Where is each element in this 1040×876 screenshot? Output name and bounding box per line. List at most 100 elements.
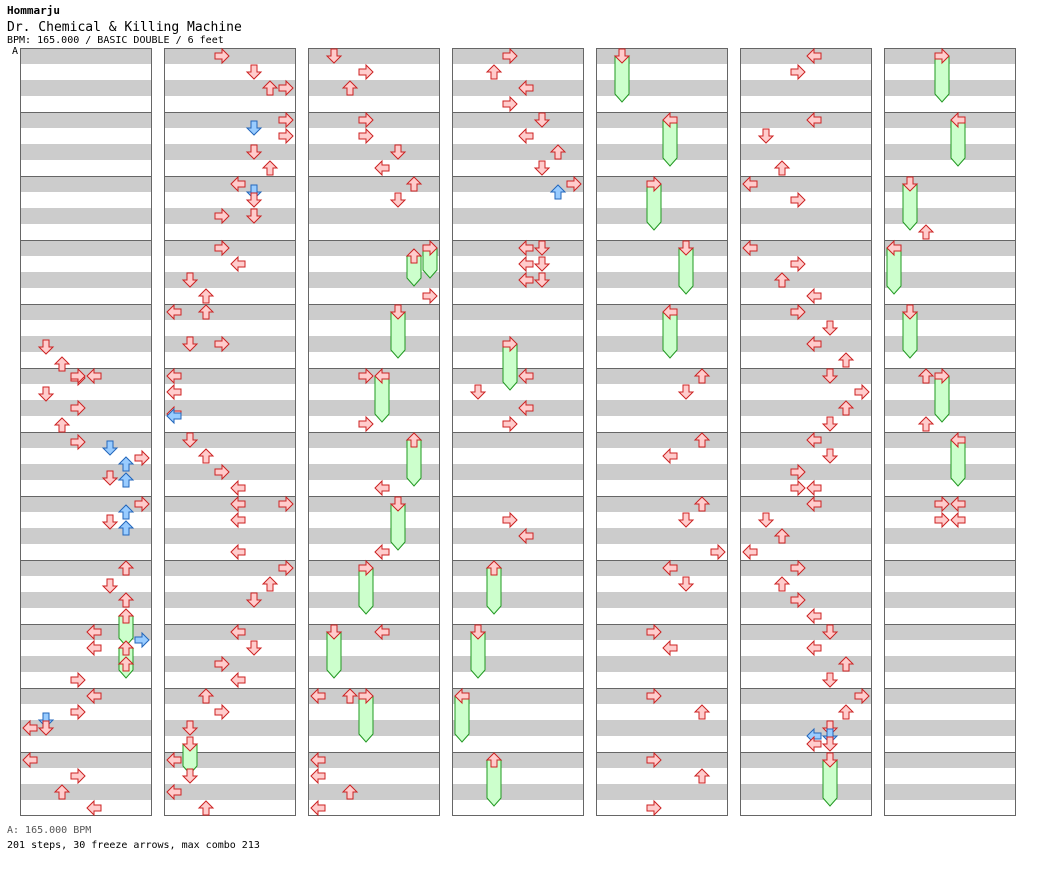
stripe-row	[308, 240, 440, 256]
stripe-row	[308, 192, 440, 208]
step-arrow	[358, 415, 374, 433]
stripe-row	[596, 256, 728, 272]
step-arrow	[310, 687, 326, 705]
stripe-row	[20, 192, 152, 208]
stripe-row	[596, 672, 728, 688]
stripe-row	[452, 752, 584, 768]
stripe-row	[596, 336, 728, 352]
step-arrow	[230, 175, 246, 193]
stripe-row	[452, 784, 584, 800]
step-arrow	[757, 128, 775, 144]
stripe-row	[884, 288, 1016, 304]
step-arrow	[166, 367, 182, 385]
step-arrow	[821, 624, 839, 640]
stripe-row	[740, 768, 872, 784]
stripe-row	[20, 272, 152, 288]
stripe-row	[308, 304, 440, 320]
stripe-row	[740, 736, 872, 752]
step-arrow	[790, 591, 806, 609]
stripe-row	[308, 752, 440, 768]
chart-column-3	[308, 48, 440, 816]
stripe-row	[308, 384, 440, 400]
step-arrow	[230, 623, 246, 641]
step-arrow	[230, 543, 246, 561]
step-arrow	[86, 799, 102, 817]
stripe-row	[596, 464, 728, 480]
step-arrow	[325, 48, 343, 64]
step-arrow	[245, 592, 263, 608]
stripe-row	[20, 320, 152, 336]
stripe-row	[884, 352, 1016, 368]
stripe-row	[884, 256, 1016, 272]
step-arrow	[485, 64, 503, 80]
step-arrow-eighth	[134, 631, 150, 649]
stripe-row	[884, 624, 1016, 640]
step-arrow	[181, 768, 199, 784]
step-arrow	[790, 559, 806, 577]
stripe-row	[20, 384, 152, 400]
stripe-row	[20, 704, 152, 720]
freeze-head-arrow	[950, 431, 966, 449]
stripe-row	[740, 144, 872, 160]
step-arrow	[790, 63, 806, 81]
stripe-row	[884, 512, 1016, 528]
freeze-head-arrow	[485, 752, 503, 768]
step-arrow	[693, 432, 711, 448]
freeze-head-arrow	[646, 175, 662, 193]
stripe-row	[164, 192, 296, 208]
chart-column-2	[164, 48, 296, 816]
stripe-row	[164, 176, 296, 192]
stripe-row	[596, 528, 728, 544]
step-arrow	[70, 703, 86, 721]
stripe-row	[740, 288, 872, 304]
stripe-row	[308, 64, 440, 80]
freeze-head-arrow	[454, 687, 470, 705]
step-arrow	[278, 495, 294, 513]
step-arrow	[646, 799, 662, 817]
stripe-row	[452, 304, 584, 320]
step-arrow	[806, 335, 822, 353]
stripe-row	[20, 240, 152, 256]
stripe-row	[596, 592, 728, 608]
stripe-row	[884, 672, 1016, 688]
stripe-row	[20, 80, 152, 96]
stripe-row	[596, 128, 728, 144]
freeze-head-arrow	[950, 111, 966, 129]
stripe-row	[308, 720, 440, 736]
chart-column-4	[452, 48, 584, 816]
step-arrow	[358, 63, 374, 81]
step-arrow	[677, 512, 695, 528]
step-arrow	[197, 688, 215, 704]
stripe-row	[452, 192, 584, 208]
step-arrow	[821, 320, 839, 336]
step-arrow	[566, 175, 582, 193]
step-arrow	[533, 240, 551, 256]
step-arrow	[533, 256, 551, 272]
step-chart	[20, 47, 1016, 817]
step-arrow	[773, 160, 791, 176]
stripe-row	[596, 208, 728, 224]
stripe-row	[740, 208, 872, 224]
step-arrow	[374, 543, 390, 561]
stripe-row	[452, 448, 584, 464]
stripe-row	[308, 672, 440, 688]
stripe-row	[164, 800, 296, 816]
stripe-row	[452, 112, 584, 128]
step-arrow	[197, 800, 215, 816]
step-arrow	[70, 671, 86, 689]
stripe-row	[596, 416, 728, 432]
step-arrow	[518, 399, 534, 417]
stripe-row	[596, 176, 728, 192]
chart-info: BPM: 165.000 / BASIC DOUBLE / 6 feet	[7, 35, 224, 46]
step-arrow	[214, 207, 230, 225]
stripe-row	[884, 480, 1016, 496]
step-arrow	[469, 384, 487, 400]
stripe-row	[596, 752, 728, 768]
stripe-row	[452, 352, 584, 368]
step-arrow	[134, 449, 150, 467]
freeze-head-arrow	[181, 736, 199, 752]
stripe-row	[596, 624, 728, 640]
stripe-row	[164, 512, 296, 528]
step-arrow	[518, 271, 534, 289]
step-arrow	[917, 416, 935, 432]
